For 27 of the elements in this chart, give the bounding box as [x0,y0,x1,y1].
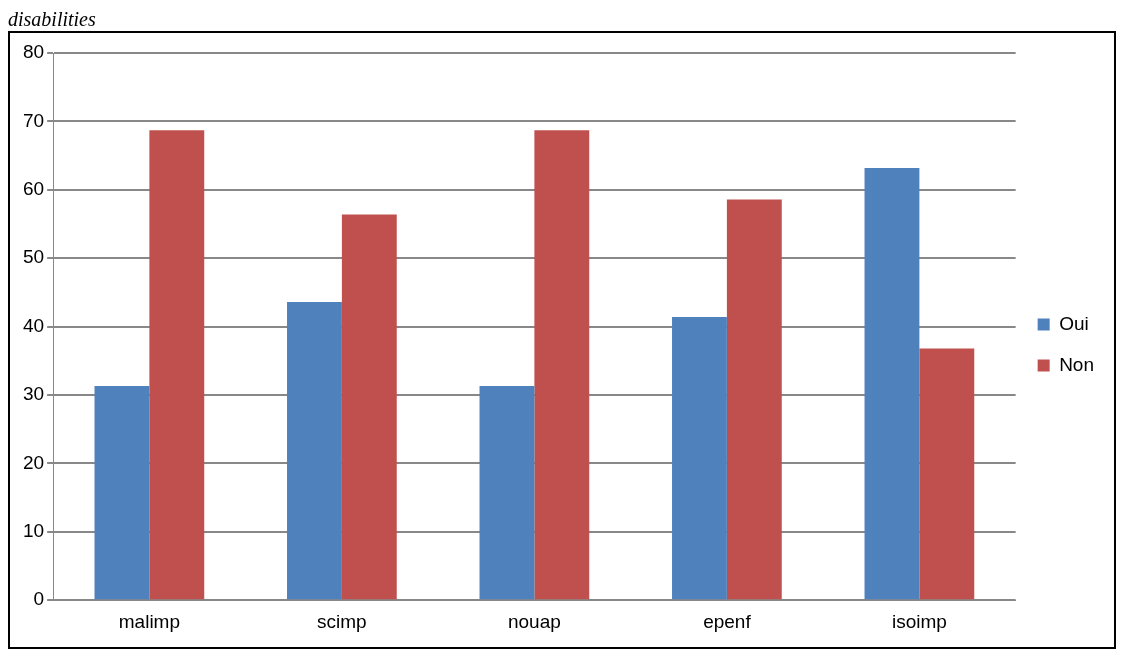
bar [479,386,535,600]
bar [864,167,920,600]
text: disabilities [8,8,97,31]
y-tick-label: 80 [22,41,45,63]
x-tick-label: nouap [507,610,561,632]
x-tick-label: epenf [703,610,752,632]
y-tick-label: 20 [22,451,45,473]
y-tick-label: 10 [22,520,45,542]
legend-label: Oui [1059,312,1089,334]
bar [726,199,782,600]
y-tick-label: 60 [22,178,45,200]
y-tick-label: 50 [22,246,45,268]
bar [94,386,150,600]
y-tick-label: 30 [22,383,45,405]
bar [534,130,590,600]
bar [149,130,205,600]
x-tick-label: isoimp [891,610,947,632]
y-tick-label: 0 [33,588,45,610]
x-tick-label: scimp [317,610,367,632]
bar [341,214,397,600]
x-tick-label: malimp [118,610,180,632]
bar [287,301,342,600]
y-tick-label: 70 [22,109,45,131]
bar [672,317,727,600]
legend-label: Non [1059,353,1094,375]
y-tick-label: 40 [22,314,45,336]
bar [919,348,975,600]
